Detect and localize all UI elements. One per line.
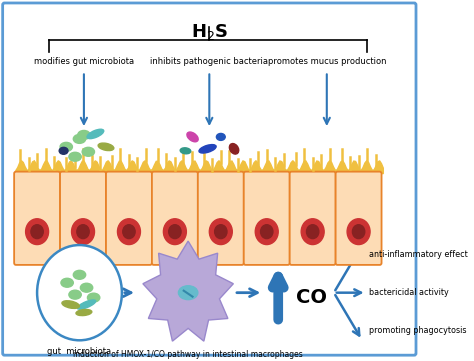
Circle shape (261, 225, 273, 239)
FancyBboxPatch shape (244, 171, 290, 265)
Ellipse shape (69, 152, 81, 161)
Text: anti-inflammatory effect: anti-inflammatory effect (369, 251, 468, 260)
Text: induction of HMOX-1/CO pathway in intestinal macrophages: induction of HMOX-1/CO pathway in intest… (73, 350, 303, 359)
Ellipse shape (77, 300, 96, 309)
Ellipse shape (199, 145, 216, 153)
Text: gut  microbiota: gut microbiota (47, 347, 111, 356)
Ellipse shape (187, 132, 198, 142)
Ellipse shape (81, 283, 93, 292)
Ellipse shape (87, 129, 104, 139)
FancyBboxPatch shape (60, 171, 106, 265)
Ellipse shape (82, 147, 94, 156)
Ellipse shape (180, 148, 191, 154)
Ellipse shape (98, 143, 114, 151)
FancyBboxPatch shape (198, 171, 244, 265)
Circle shape (215, 225, 227, 239)
Circle shape (123, 225, 135, 239)
Circle shape (118, 219, 140, 244)
Text: bactericidal activity: bactericidal activity (369, 288, 449, 297)
Ellipse shape (229, 144, 239, 154)
Circle shape (37, 245, 122, 340)
Ellipse shape (87, 293, 100, 302)
Circle shape (255, 219, 278, 244)
Circle shape (347, 219, 370, 244)
Ellipse shape (178, 286, 198, 300)
Text: modifies gut microbiota: modifies gut microbiota (34, 57, 134, 66)
Circle shape (26, 219, 48, 244)
Ellipse shape (62, 301, 79, 308)
Text: CO: CO (296, 288, 327, 307)
Circle shape (301, 219, 324, 244)
Circle shape (210, 219, 232, 244)
Text: promotes mucus production: promotes mucus production (267, 57, 386, 66)
Polygon shape (143, 241, 233, 341)
FancyBboxPatch shape (290, 171, 336, 265)
Ellipse shape (73, 134, 86, 143)
Ellipse shape (78, 130, 90, 139)
Ellipse shape (59, 147, 68, 154)
FancyBboxPatch shape (3, 3, 416, 355)
Circle shape (77, 225, 89, 239)
FancyBboxPatch shape (14, 171, 60, 265)
Circle shape (72, 219, 94, 244)
Circle shape (169, 225, 181, 239)
Text: H$_2$S: H$_2$S (191, 22, 228, 42)
Circle shape (164, 219, 186, 244)
Ellipse shape (217, 134, 225, 140)
FancyBboxPatch shape (152, 171, 198, 265)
Ellipse shape (60, 142, 73, 151)
FancyBboxPatch shape (336, 171, 382, 265)
Circle shape (307, 225, 319, 239)
Ellipse shape (76, 309, 92, 316)
Polygon shape (16, 161, 383, 174)
Circle shape (352, 225, 365, 239)
Text: inhibits pathogenic bacteria: inhibits pathogenic bacteria (150, 57, 268, 66)
Circle shape (31, 225, 43, 239)
Ellipse shape (73, 270, 86, 279)
Ellipse shape (61, 278, 73, 287)
Ellipse shape (69, 290, 81, 299)
Text: promoting phagocytosis: promoting phagocytosis (369, 326, 467, 335)
FancyBboxPatch shape (106, 171, 152, 265)
